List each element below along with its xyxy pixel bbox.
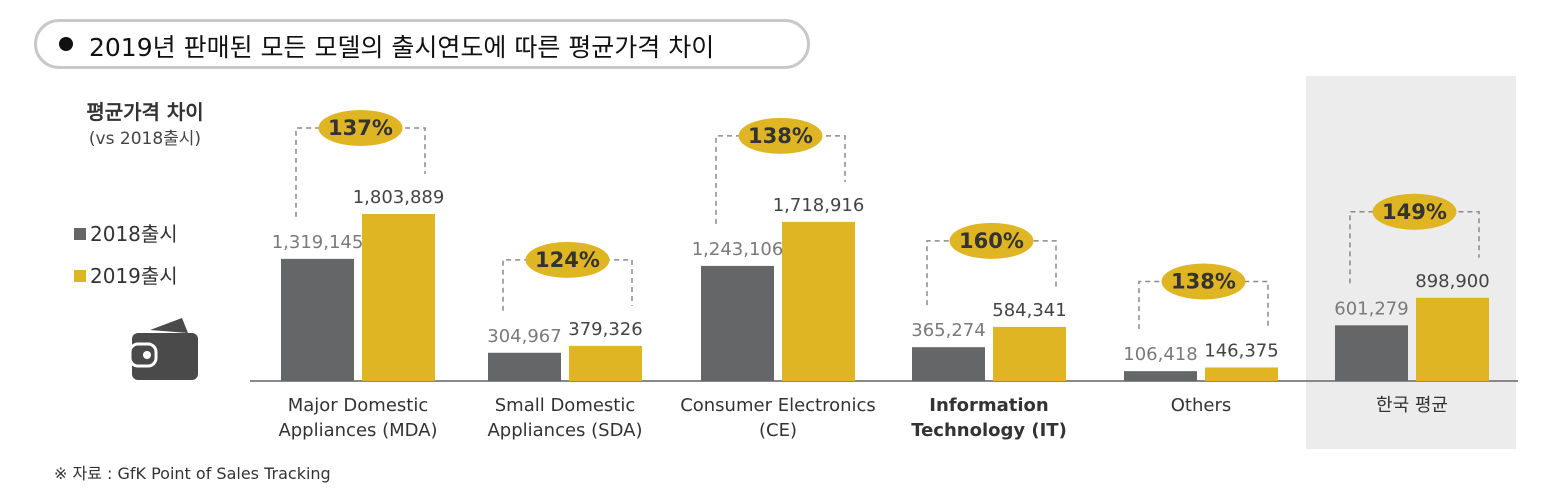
category-label: Consumer Electronics: [680, 395, 876, 416]
ratio-label: 149%: [1382, 200, 1447, 224]
bar-2018: [1124, 371, 1197, 381]
ratio-bubble: [525, 241, 610, 278]
bar-2019: [362, 214, 435, 381]
legend-item-2019: 2019출시: [74, 260, 178, 289]
legend-label-2018: 2018출시: [90, 222, 178, 246]
bar-2019: [782, 221, 855, 381]
ratio-bubble: [318, 110, 403, 146]
ratio-label: 138%: [748, 124, 813, 148]
bar-2019: [569, 345, 642, 381]
category-label: Appliances (MDA): [278, 420, 437, 441]
value-label-2018: 106,418: [1123, 344, 1197, 365]
bar-2018: [281, 258, 354, 381]
value-label-2019: 584,341: [992, 300, 1066, 321]
category-label: Major Domestic: [288, 395, 429, 416]
title-box: 2019년 판매된 모든 모델의 출시연도에 따른 평균가격 차이: [34, 19, 810, 69]
value-label-2019: 379,326: [568, 319, 642, 340]
bar-2018: [912, 347, 985, 381]
value-label-2018: 1,243,106: [692, 239, 784, 260]
ratio-label: 124%: [535, 248, 600, 272]
category-label: Appliances (SDA): [487, 420, 642, 441]
value-label-2018: 601,279: [1334, 298, 1408, 319]
category-label: 한국 평균: [1376, 395, 1448, 416]
ratio-label: 160%: [959, 229, 1024, 253]
y-axis-label: 평균가격 차이: [86, 100, 204, 124]
ratio-label: 137%: [328, 116, 393, 140]
page-title: 2019년 판매된 모든 모델의 출시연도에 따른 평균가격 차이: [89, 33, 715, 62]
value-label-2019: 898,900: [1415, 271, 1489, 292]
ratio-bracket: [502, 259, 633, 311]
legend-label-2019: 2019출시: [90, 264, 178, 288]
source-note: ※ 자료 : GfK Point of Sales Tracking: [54, 464, 331, 483]
legend-item-2018: 2018출시: [74, 218, 178, 247]
legend-swatch-2019: [74, 270, 86, 282]
value-label-2018: 304,967: [487, 326, 561, 347]
ratio-bubble: [949, 222, 1034, 259]
value-label-2019: 1,803,889: [353, 187, 445, 208]
highlight-background: [1306, 76, 1516, 449]
bar-2019: [993, 326, 1066, 381]
category-label: Small Domestic: [495, 395, 636, 416]
legend-swatch-2018: [74, 228, 86, 240]
value-label-2018: 1,319,145: [272, 232, 364, 253]
ratio-bubble: [738, 117, 823, 154]
y-axis-sublabel: (vs 2018출시): [88, 129, 202, 149]
category-label: Information: [929, 395, 1048, 416]
value-label-2019: 1,718,916: [773, 195, 865, 216]
bar-2019: [1416, 297, 1489, 381]
bullet-icon: [59, 37, 73, 51]
ratio-label: 138%: [1171, 269, 1236, 293]
bar-2019: [1205, 367, 1278, 381]
category-label: (CE): [759, 420, 797, 441]
bar-2018: [1335, 325, 1408, 381]
value-label-2019: 146,375: [1204, 340, 1278, 361]
bar-2018: [701, 265, 774, 381]
value-label-2018: 365,274: [911, 320, 985, 341]
ratio-bubble: [1161, 263, 1246, 300]
wallet-icon: [128, 318, 198, 380]
bar-2018: [488, 352, 561, 381]
category-label: Others: [1171, 395, 1232, 416]
category-label: Technology (IT): [911, 420, 1067, 441]
ratio-bubble: [1372, 193, 1457, 230]
